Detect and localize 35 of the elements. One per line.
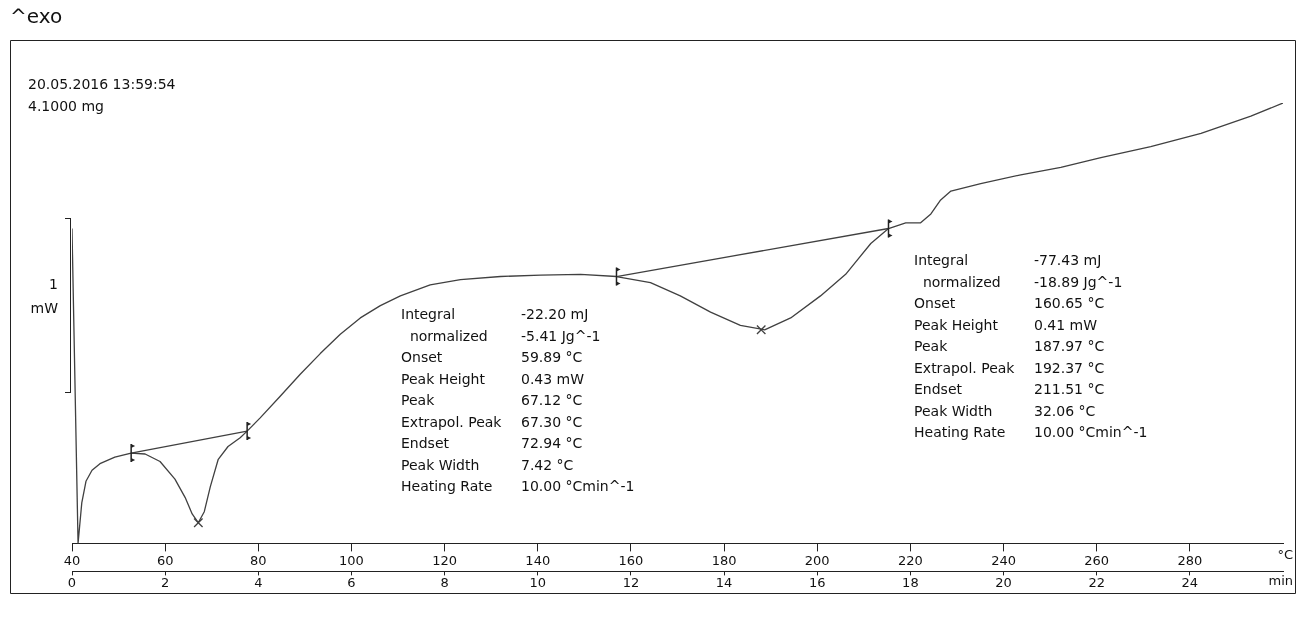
x2-tick-label: 4 <box>254 574 263 590</box>
x-tick-label: 100 <box>339 552 364 568</box>
x2-tick-label: 0 <box>67 574 77 590</box>
x-tick-label: 60 <box>156 552 174 568</box>
x-tick-label: 140 <box>525 552 551 568</box>
x-tick-label: 120 <box>432 552 458 568</box>
x-tick-label: 260 <box>1084 552 1110 568</box>
x-tick-label: 220 <box>897 552 923 568</box>
x2-tick-label: 20 <box>995 574 1012 590</box>
x2-axis-title: min <box>1268 573 1293 589</box>
x2-tick-label: 12 <box>622 574 640 590</box>
x2-tick-label: 6 <box>347 574 356 590</box>
x2-tick-label: 18 <box>902 574 919 590</box>
x2-tick-label: 10 <box>529 574 547 590</box>
x2-tick-label: 16 <box>808 574 826 590</box>
x-tick-label: 180 <box>711 552 737 568</box>
x2-tick-label: 8 <box>440 574 449 590</box>
x-tick-label: 80 <box>250 552 267 568</box>
x-tick-label: 200 <box>804 552 830 568</box>
text: 1 <box>48 275 58 294</box>
text: 20.05.2016 13:59:54 <box>28 75 176 94</box>
text: mW <box>29 299 58 318</box>
x2-tick-label: 2 <box>161 574 170 590</box>
text: Integral -77.43 mJ normalized -18.89 Jg^-1 Onset 160.65 °C Peak Height 0.41 mW Peak 187.97 °C Extrapol. Peak 192.37 °C Endset 211.51 °C Peak Width 32.06 °C Heating Rate 10.00 °Cmin^-1 <box>914 252 1148 440</box>
text: ^exo <box>10 4 63 28</box>
x-tick-label: 160 <box>618 552 644 568</box>
x-axis-title: °C <box>1277 547 1293 563</box>
text: Integral -22.20 mJ normalized -5.41 Jg^-1 Onset 59.89 °C Peak Height 0.43 mW Peak 67.12 °C Extrapol. Peak 67.30 °C Endset 72.94 °C Peak Width 7.42 °C Heating Rate 10.00 °Cmin^-1 <box>401 306 635 494</box>
x-tick-label: 40 <box>63 552 81 568</box>
x2-tick-label: 24 <box>1181 574 1199 590</box>
x-tick-label: 280 <box>1177 552 1203 568</box>
x-tick-label: 240 <box>991 552 1016 568</box>
annotation: 4.1000 mg <box>28 97 104 116</box>
x2-tick-label: 22 <box>1088 574 1105 590</box>
x2-tick-label: 14 <box>715 574 733 590</box>
